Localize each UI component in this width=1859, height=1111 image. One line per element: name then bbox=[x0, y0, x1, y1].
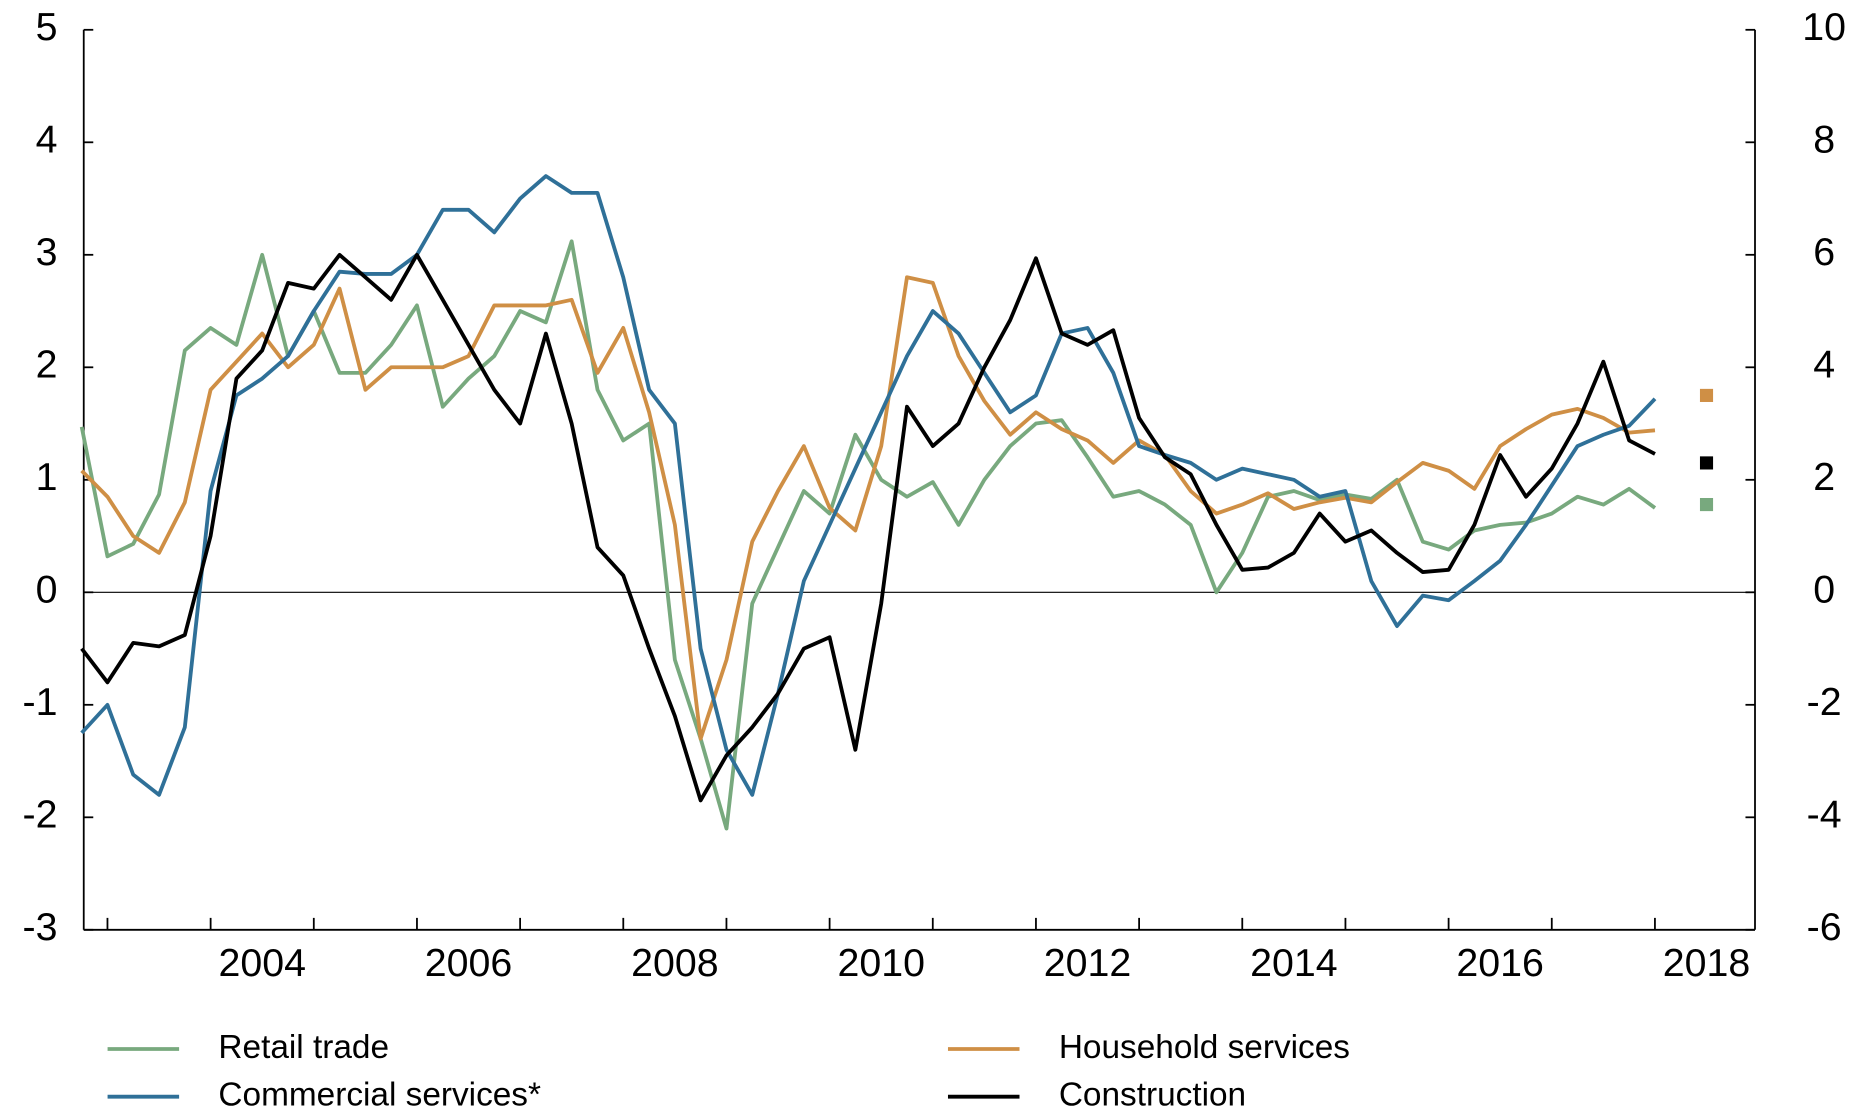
legend-label: Commercial services* bbox=[218, 1077, 541, 1111]
series-line bbox=[79, 239, 1657, 831]
legend-label: Retail trade bbox=[218, 1029, 389, 1066]
y2-tick-label: 6 bbox=[1813, 230, 1835, 274]
y-tick-label: -1 bbox=[23, 680, 58, 724]
y-tick-label: 2 bbox=[36, 343, 58, 387]
y-tick-label: 0 bbox=[36, 568, 58, 612]
x-tick-label: 2006 bbox=[425, 941, 513, 985]
y2-tick-label: 4 bbox=[1813, 343, 1835, 387]
y2-tick-label: 0 bbox=[1813, 568, 1835, 612]
y2-tick-label: -6 bbox=[1807, 905, 1842, 949]
x-tick-label: 2014 bbox=[1250, 941, 1338, 985]
marker bbox=[1699, 497, 1714, 512]
series-line bbox=[80, 174, 1657, 797]
legend-label: Household services bbox=[1059, 1029, 1350, 1066]
series-line bbox=[80, 252, 1656, 803]
marker bbox=[1699, 388, 1714, 402]
x-tick-label: 2018 bbox=[1663, 941, 1751, 985]
y2-tick-label: -4 bbox=[1807, 793, 1842, 837]
y-tick-label: 1 bbox=[36, 455, 58, 499]
y2-tick-label: 10 bbox=[1802, 5, 1846, 49]
marker bbox=[1699, 456, 1714, 470]
y2-tick-label: -2 bbox=[1807, 680, 1842, 724]
y-tick-label: -3 bbox=[23, 905, 58, 949]
y2-tick-label: 2 bbox=[1813, 455, 1835, 499]
x-tick-label: 2012 bbox=[1044, 941, 1132, 985]
y2-tick-label: 8 bbox=[1813, 118, 1835, 162]
series-line bbox=[80, 275, 1656, 741]
x-tick-label: 2010 bbox=[837, 941, 925, 985]
x-tick-label: 2016 bbox=[1456, 941, 1544, 985]
x-tick-label: 2008 bbox=[631, 941, 719, 985]
x-tick-label: 2004 bbox=[218, 941, 306, 985]
y-tick-label: -2 bbox=[23, 793, 58, 837]
y-tick-label: 5 bbox=[36, 5, 58, 49]
y-tick-label: 4 bbox=[36, 118, 58, 162]
legend-label: Construction bbox=[1059, 1077, 1246, 1111]
y-tick-label: 3 bbox=[36, 230, 58, 274]
